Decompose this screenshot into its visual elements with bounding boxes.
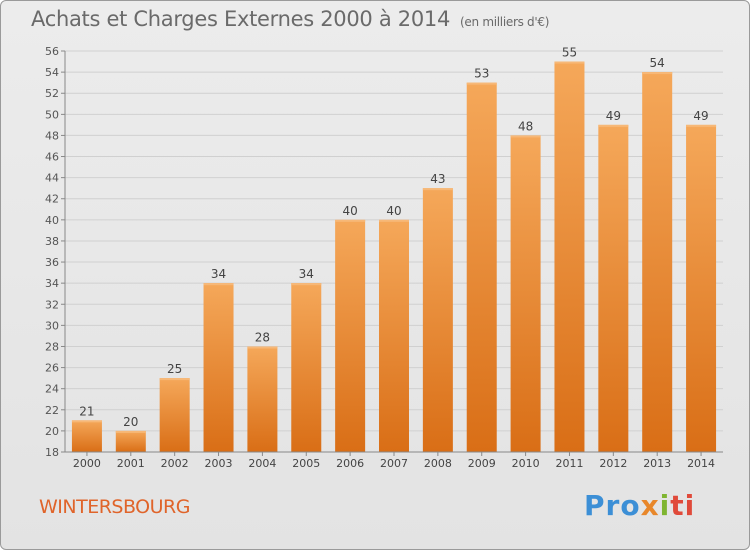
bar <box>422 188 453 452</box>
data-label: 20 <box>123 415 138 429</box>
chart-title: Achats et Charges Externes 2000 à 2014 (e… <box>31 7 549 31</box>
y-tick-label: 36 <box>45 256 59 269</box>
logo-part-2: x <box>640 489 660 522</box>
data-label: 34 <box>299 267 314 281</box>
bar <box>598 124 629 453</box>
data-labels: 21 20 25 34 28 34 40 40 43 53 48 55 49 54 49 <box>79 46 708 429</box>
bar <box>686 124 717 453</box>
bar <box>291 283 322 452</box>
x-tick-label: 2008 <box>424 457 452 470</box>
y-axis-ticks: 18 20 22 24 26 28 30 32 34 36 38 40 42 44 46 48 50 52 54 56 <box>45 45 65 459</box>
bar-highlight <box>598 124 629 127</box>
bar-highlight <box>335 219 366 222</box>
x-tick-label: 2002 <box>161 457 189 470</box>
data-label: 40 <box>386 204 401 218</box>
y-tick-label: 48 <box>45 129 59 142</box>
x-tick-label: 2006 <box>336 457 364 470</box>
bar <box>642 72 673 453</box>
y-tick-label: 40 <box>45 214 59 227</box>
x-tick-label: 2010 <box>512 457 540 470</box>
y-tick-label: 46 <box>45 151 59 164</box>
y-tick-label: 30 <box>45 319 59 332</box>
data-label: 53 <box>474 67 489 81</box>
bar-highlight <box>291 283 322 286</box>
x-tick-label: 2013 <box>643 457 671 470</box>
bar-highlight <box>203 283 234 286</box>
y-tick-label: 54 <box>45 66 59 79</box>
x-tick-label: 2007 <box>380 457 408 470</box>
y-tick-label: 22 <box>45 404 59 417</box>
data-label: 48 <box>518 119 533 133</box>
y-tick-label: 38 <box>45 235 59 248</box>
data-label: 49 <box>606 109 621 123</box>
y-tick-label: 32 <box>45 298 59 311</box>
chart-subtitle: (en milliers d'€) <box>460 15 550 29</box>
x-tick-label: 2000 <box>73 457 101 470</box>
logo-part-1: Pro <box>584 489 641 522</box>
x-axis-ticks: 2000 2001 2002 2003 2004 2005 2006 2007 2008 2009… <box>73 452 715 470</box>
bar-highlight <box>379 219 409 222</box>
bar <box>466 82 497 452</box>
data-label: 25 <box>167 362 182 376</box>
data-label: 54 <box>650 56 665 70</box>
x-tick-label: 2009 <box>468 457 496 470</box>
data-label: 49 <box>693 109 708 123</box>
data-label: 40 <box>342 204 357 218</box>
y-tick-label: 42 <box>45 193 59 206</box>
y-tick-label: 52 <box>45 87 59 100</box>
y-tick-label: 26 <box>45 362 59 375</box>
bar <box>247 346 278 452</box>
y-tick-label: 56 <box>45 45 59 58</box>
bar-highlight <box>159 378 190 381</box>
bar-highlight <box>686 124 717 127</box>
axes <box>64 51 723 453</box>
bar <box>554 61 585 452</box>
bar-highlight <box>247 346 278 349</box>
bar-highlight <box>642 72 673 75</box>
location-name: WINTERSBOURG <box>39 496 190 518</box>
x-tick-label: 2003 <box>205 457 233 470</box>
bar-highlight <box>422 188 453 191</box>
bar-highlight <box>71 420 102 423</box>
data-label: 21 <box>79 404 94 418</box>
bar-highlight <box>510 135 541 138</box>
y-tick-label: 34 <box>45 277 59 290</box>
bar <box>115 430 146 452</box>
x-tick-label: 2014 <box>687 457 715 470</box>
bar <box>203 283 234 452</box>
data-label: 28 <box>255 330 270 344</box>
bar <box>379 219 409 452</box>
y-tick-label: 18 <box>45 446 59 459</box>
logo-part-4: ti <box>670 489 696 522</box>
bar <box>335 219 366 452</box>
bar-highlight <box>115 430 146 433</box>
y-tick-label: 28 <box>45 340 59 353</box>
x-tick-label: 2012 <box>599 457 627 470</box>
x-tick-label: 2011 <box>555 457 583 470</box>
proxiti-logo: Proxiti <box>584 489 695 522</box>
x-tick-label: 2001 <box>117 457 145 470</box>
bar <box>71 420 102 452</box>
y-tick-label: 50 <box>45 108 59 121</box>
x-tick-label: 2004 <box>248 457 276 470</box>
y-tick-label: 20 <box>45 425 59 438</box>
bar <box>510 135 541 452</box>
chart-title-text: Achats et Charges Externes 2000 à 2014 <box>31 7 451 31</box>
bar <box>159 378 190 452</box>
data-label: 34 <box>211 267 226 281</box>
bar-highlight <box>466 82 497 85</box>
x-tick-label: 2005 <box>292 457 320 470</box>
data-label: 43 <box>430 172 445 186</box>
y-tick-label: 24 <box>45 383 59 396</box>
data-label: 55 <box>562 46 577 60</box>
y-tick-label: 44 <box>45 172 59 185</box>
bars <box>71 61 717 453</box>
logo-part-3: i <box>659 489 671 522</box>
bar-highlight <box>554 61 585 64</box>
